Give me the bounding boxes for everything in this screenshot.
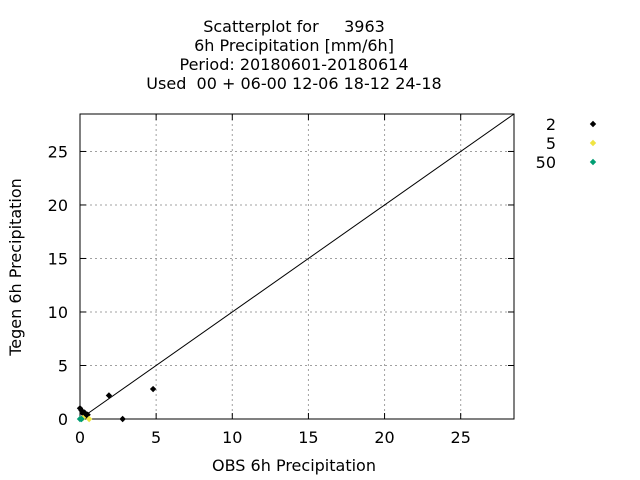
title-line-3: Used 00 + 06-00 12-06 18-12 24-18 [146, 74, 441, 93]
title-line-2: Period: 20180601-20180614 [179, 55, 408, 74]
legend-marker-2 [589, 158, 597, 166]
diagonal-line [79, 113, 515, 420]
data-point-s0-8 [149, 385, 157, 393]
x-axis-label: OBS 6h Precipitation [212, 456, 376, 475]
y-axis-ticks: 0 5 10 15 20 25 [48, 142, 514, 429]
x-axis-ticks: 0 5 10 15 20 25 [75, 114, 471, 447]
legend-label-2: 50 [536, 153, 556, 172]
legend-marker-1 [589, 139, 597, 147]
title-line-1: 6h Precipitation [mm/6h] [194, 36, 394, 55]
y-tick-label-0: 0 [58, 410, 68, 429]
y-tick-label-4: 20 [48, 196, 68, 215]
x-tick-label-3: 15 [298, 428, 318, 447]
plot-frame [79, 113, 515, 420]
x-tick-label-1: 5 [151, 428, 161, 447]
x-tick-label-2: 10 [222, 428, 242, 447]
legend-label-1: 5 [546, 134, 556, 153]
data-points [76, 385, 157, 423]
y-axis-label: Tegen 6h Precipitation [6, 178, 25, 357]
legend-marker-0 [589, 120, 597, 128]
x-tick-label-5: 25 [451, 428, 471, 447]
data-point-s0-7 [119, 415, 126, 423]
legend-label-0: 2 [546, 115, 556, 134]
y-tick-label-2: 10 [48, 303, 68, 322]
data-point-s1-1 [85, 415, 93, 423]
x-tick-label-4: 20 [374, 428, 394, 447]
y-tick-label-3: 15 [48, 249, 68, 268]
data-point-s2-1 [78, 415, 85, 423]
title-line-0: Scatterplot for 3963 [203, 17, 385, 36]
data-point-s0-6 [105, 392, 113, 399]
y-tick-label-1: 5 [58, 356, 68, 375]
grid [80, 114, 514, 419]
x-tick-label-0: 0 [75, 428, 85, 447]
data-point-s0-1 [78, 407, 85, 414]
y-tick-label-5: 25 [48, 142, 68, 161]
